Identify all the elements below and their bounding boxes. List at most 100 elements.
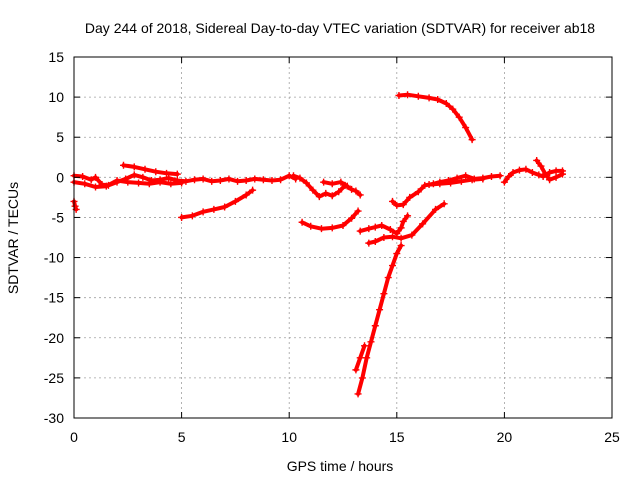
data-point <box>356 227 364 235</box>
data-point <box>182 177 190 185</box>
data-point <box>399 217 407 225</box>
data-point <box>242 191 250 199</box>
data-point <box>102 182 110 190</box>
x-tick-label: 0 <box>70 429 78 445</box>
data-point <box>163 169 171 177</box>
x-tick-label: 25 <box>604 429 620 445</box>
data-point <box>92 173 100 181</box>
data-track-4 <box>178 186 257 221</box>
y-axis-label: SDTVAR / TECUs <box>5 182 21 294</box>
data-point <box>348 185 356 193</box>
data-track-9 <box>352 342 369 374</box>
y-tick-label: 10 <box>48 89 64 105</box>
data-point <box>384 274 392 282</box>
data-point <box>436 180 444 188</box>
data-point <box>199 208 207 216</box>
data-point <box>421 181 429 189</box>
data-point <box>335 188 343 196</box>
data-point <box>388 233 396 241</box>
x-tick-label: 10 <box>281 429 297 445</box>
data-point <box>343 182 351 190</box>
data-point <box>404 212 412 220</box>
data-point <box>268 177 276 185</box>
data-track-line <box>397 92 475 142</box>
data-point <box>440 200 448 208</box>
data-point <box>522 165 530 173</box>
data-track-7 <box>298 207 362 233</box>
data-point <box>528 169 536 177</box>
data-point <box>188 212 196 220</box>
data-point <box>352 366 360 374</box>
data-point <box>388 262 396 270</box>
data-point <box>367 338 375 346</box>
data-point <box>322 189 330 197</box>
data-point <box>397 234 405 242</box>
data-point <box>371 322 379 330</box>
data-point <box>425 181 433 189</box>
data-point <box>388 197 396 205</box>
data-point <box>552 167 560 175</box>
data-point <box>365 239 373 247</box>
data-point <box>259 176 267 184</box>
data-point <box>208 177 216 185</box>
data-point <box>231 197 239 205</box>
x-tick-label: 20 <box>497 429 513 445</box>
data-point <box>376 306 384 314</box>
data-track-15 <box>500 165 567 186</box>
data-point <box>447 179 455 187</box>
data-point <box>378 221 386 229</box>
x-axis-ticks: 0 5 10 15 20 25 <box>70 57 620 445</box>
data-points <box>70 91 567 398</box>
data-track-line <box>356 243 404 396</box>
data-point <box>496 172 504 180</box>
data-point <box>81 180 89 188</box>
data-point <box>315 193 323 201</box>
data-track-10 <box>356 212 412 237</box>
data-point <box>457 177 465 185</box>
data-track-6 <box>320 178 351 190</box>
data-track-13 <box>425 175 487 189</box>
data-point <box>225 175 233 183</box>
data-track-3 <box>119 161 181 178</box>
data-point <box>365 225 373 233</box>
data-point <box>414 92 422 100</box>
data-point <box>328 192 336 200</box>
data-point <box>404 91 412 99</box>
data-point <box>249 186 257 194</box>
y-tick-label: -15 <box>44 290 64 306</box>
y-tick-label: -30 <box>44 410 64 426</box>
data-point <box>552 173 560 181</box>
data-point <box>298 218 306 226</box>
data-point <box>119 161 127 169</box>
data-point <box>559 170 567 178</box>
data-point <box>371 223 379 231</box>
data-point <box>380 290 388 298</box>
data-point <box>468 136 476 144</box>
data-point <box>210 205 218 213</box>
data-point <box>393 201 401 209</box>
data-point <box>462 124 470 132</box>
data-point <box>408 231 416 239</box>
data-point <box>165 174 173 182</box>
data-point <box>541 170 549 178</box>
data-point <box>356 354 364 362</box>
data-point <box>546 176 554 184</box>
data-point <box>500 178 508 186</box>
data-track-16 <box>533 156 567 184</box>
data-point <box>296 174 304 182</box>
x-axis-label: GPS time / hours <box>287 458 394 474</box>
data-point <box>352 187 360 195</box>
data-point <box>156 178 164 186</box>
data-track-5 <box>290 172 364 201</box>
data-point <box>199 175 207 183</box>
data-point <box>406 193 414 201</box>
data-point <box>393 250 401 258</box>
data-point <box>339 221 347 229</box>
chart-title: Day 244 of 2018, Sidereal Day-to-day VTE… <box>85 20 595 36</box>
data-track-line <box>179 188 255 220</box>
data-point <box>178 179 186 187</box>
data-point <box>363 354 371 362</box>
data-point <box>317 225 325 233</box>
data-track-0 <box>70 197 80 213</box>
data-point <box>371 238 379 246</box>
